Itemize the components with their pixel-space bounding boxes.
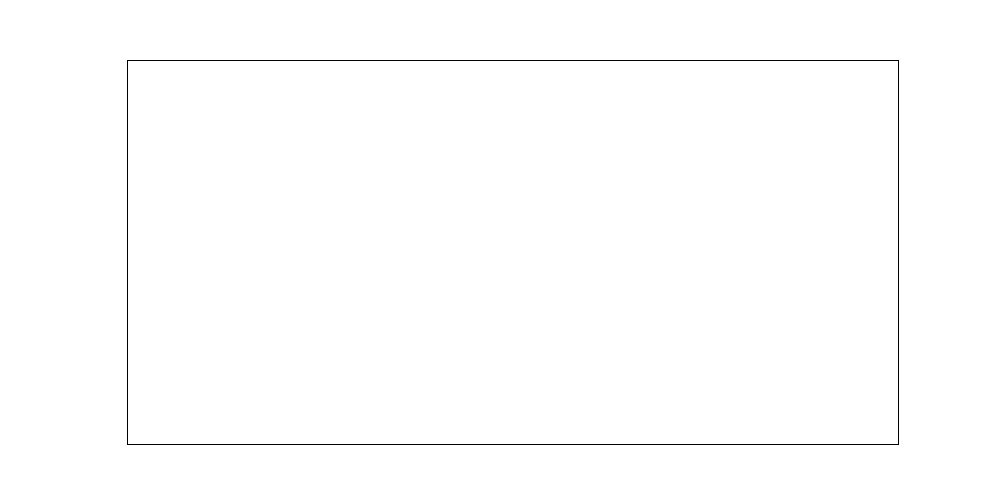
word-cloud-canvas xyxy=(128,61,898,444)
word-cloud xyxy=(127,60,899,445)
